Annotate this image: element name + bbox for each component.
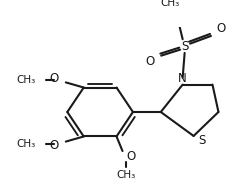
Text: CH₃: CH₃ <box>117 170 136 180</box>
Text: S: S <box>198 134 205 147</box>
Text: O: O <box>50 73 59 86</box>
Text: O: O <box>126 150 136 163</box>
Text: N: N <box>178 72 187 85</box>
Text: CH₃: CH₃ <box>17 139 36 149</box>
Text: CH₃: CH₃ <box>160 0 179 8</box>
Text: O: O <box>145 55 154 68</box>
Text: S: S <box>181 40 188 53</box>
Text: CH₃: CH₃ <box>17 75 36 85</box>
Text: O: O <box>217 22 226 35</box>
Text: O: O <box>50 139 59 152</box>
